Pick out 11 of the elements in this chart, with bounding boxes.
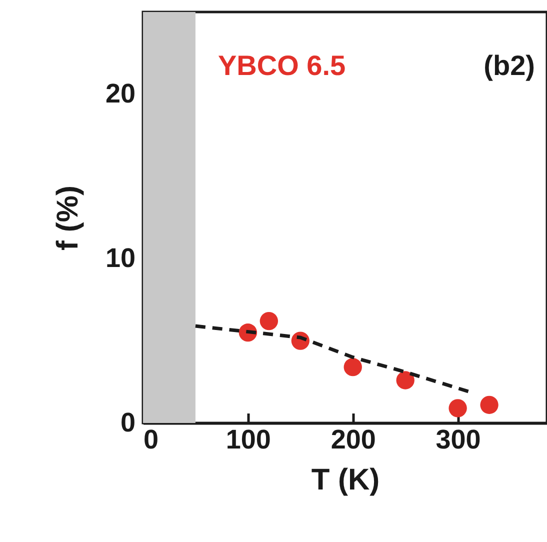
x-tick-label: 200 xyxy=(330,424,376,454)
text: YBCO 6.5 xyxy=(218,50,346,81)
x-tick-label: 100 xyxy=(226,424,271,454)
x-tick-label: 300 xyxy=(436,424,481,454)
x-axis-title: T (K) xyxy=(311,464,380,496)
y-axis-title: f (%) xyxy=(51,186,84,250)
y-tick-label: 10 xyxy=(105,243,136,274)
y-tick-label: 20 xyxy=(105,78,136,109)
annotation: (b2) xyxy=(484,50,535,81)
line-series xyxy=(194,324,472,394)
x-tick-label: 0 xyxy=(144,424,159,454)
